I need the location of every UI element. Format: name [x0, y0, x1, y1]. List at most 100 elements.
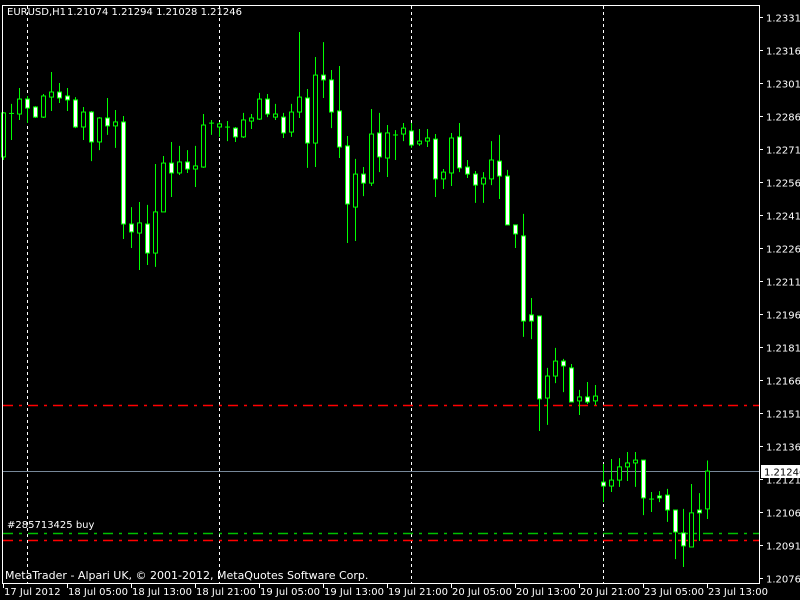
candle-body [401, 127, 406, 135]
candle [297, 31, 302, 118]
candle-body [233, 127, 238, 138]
copyright-text: MetaTrader - Alpari UK, © 2001-2012, Met… [5, 569, 368, 582]
candle-body [89, 111, 94, 143]
candle-body [137, 222, 142, 234]
candle [137, 202, 142, 270]
candle-body [217, 123, 222, 128]
candle [393, 130, 398, 160]
candle [473, 171, 478, 203]
candle [1, 112, 6, 160]
candle [513, 224, 518, 248]
candle-body [65, 95, 70, 101]
candle-body [249, 117, 254, 122]
candle [129, 207, 134, 248]
candle-body [201, 124, 206, 168]
price-tick-label: 1.20760 [766, 575, 800, 586]
price-axis[interactable]: 1.23310 1.23160 1.23010 1.22860 1.22710 1.225… [760, 14, 800, 586]
candle [273, 103, 278, 120]
candle-body [113, 121, 118, 127]
candle [161, 156, 166, 213]
candle [281, 112, 286, 138]
candle-body [185, 161, 190, 170]
candle [681, 508, 686, 567]
candle [489, 141, 494, 186]
candle [217, 121, 222, 137]
candle-body [529, 314, 534, 322]
candle-body [289, 111, 294, 133]
candle [153, 163, 158, 267]
candle [209, 119, 214, 135]
candle-body [153, 211, 158, 254]
chart-header-ohlc: 1.21074 1.21294 1.21028 1.21246 [67, 7, 242, 18]
candle [425, 128, 430, 148]
time-tick-label: 18 Jul 21:00 [196, 587, 256, 598]
time-tick-label: 19 Jul 13:00 [324, 587, 384, 598]
time-tick-label: 19 Jul 05:00 [260, 587, 320, 598]
candle [521, 213, 526, 337]
candle [25, 95, 30, 124]
candle [321, 42, 326, 98]
candle [121, 116, 126, 239]
candle-body [593, 395, 598, 402]
candle-body [441, 171, 446, 180]
time-tick-label: 23 Jul 13:00 [708, 587, 768, 598]
candle-body [57, 91, 62, 99]
candle-body [457, 136, 462, 169]
candle [305, 88, 310, 168]
candle-body [689, 512, 694, 548]
candle-body [361, 173, 366, 184]
candle-body [177, 161, 182, 174]
candle [265, 94, 270, 118]
candle-body [321, 74, 326, 81]
candle-body [105, 117, 110, 127]
bid-price-label: 1.21246 [764, 468, 800, 479]
candle-body [121, 121, 126, 225]
time-tick-label: 20 Jul 13:00 [516, 587, 576, 598]
candle-body [537, 315, 542, 400]
price-tick-label: 1.21660 [766, 377, 800, 388]
candle [377, 112, 382, 173]
candle [441, 169, 446, 190]
candle [345, 136, 350, 243]
candle-body [609, 479, 614, 487]
candle-body [369, 133, 374, 184]
candle-body [377, 132, 382, 158]
candle-body [569, 367, 574, 403]
candle-body [697, 509, 702, 514]
price-tick-label: 1.23010 [766, 80, 800, 91]
candle [409, 123, 414, 148]
candle [97, 117, 102, 151]
candle [361, 167, 366, 197]
price-tick-label: 1.20910 [766, 542, 800, 553]
bid-price-box [761, 465, 800, 478]
candle [457, 123, 462, 173]
price-levels [3, 404, 759, 542]
candle [497, 134, 502, 199]
candle-body [417, 140, 422, 145]
candle-body [161, 162, 166, 213]
candle-body [73, 99, 78, 128]
candle [257, 92, 262, 120]
candle-body [273, 113, 278, 118]
candle [665, 488, 670, 522]
candle [105, 97, 110, 135]
candle [41, 94, 46, 118]
price-tick-label: 1.22410 [766, 212, 800, 223]
price-tick-label: 1.21060 [766, 509, 800, 520]
candle [617, 458, 622, 487]
candle [385, 125, 390, 177]
candle [233, 127, 238, 142]
price-tick-label: 1.23310 [766, 14, 800, 25]
candle [649, 491, 654, 512]
candle-body [81, 111, 86, 128]
candle-body [553, 360, 558, 377]
candle-body [49, 91, 54, 98]
candle-body [33, 106, 38, 118]
candle-body [473, 173, 478, 186]
time-axis[interactable]: 17 Jul 2012 18 Jul 05:00 18 Jul 13:00 18 Ju… [3, 584, 768, 598]
candle [601, 464, 606, 503]
candle [505, 169, 510, 226]
candle-body [545, 375, 550, 399]
